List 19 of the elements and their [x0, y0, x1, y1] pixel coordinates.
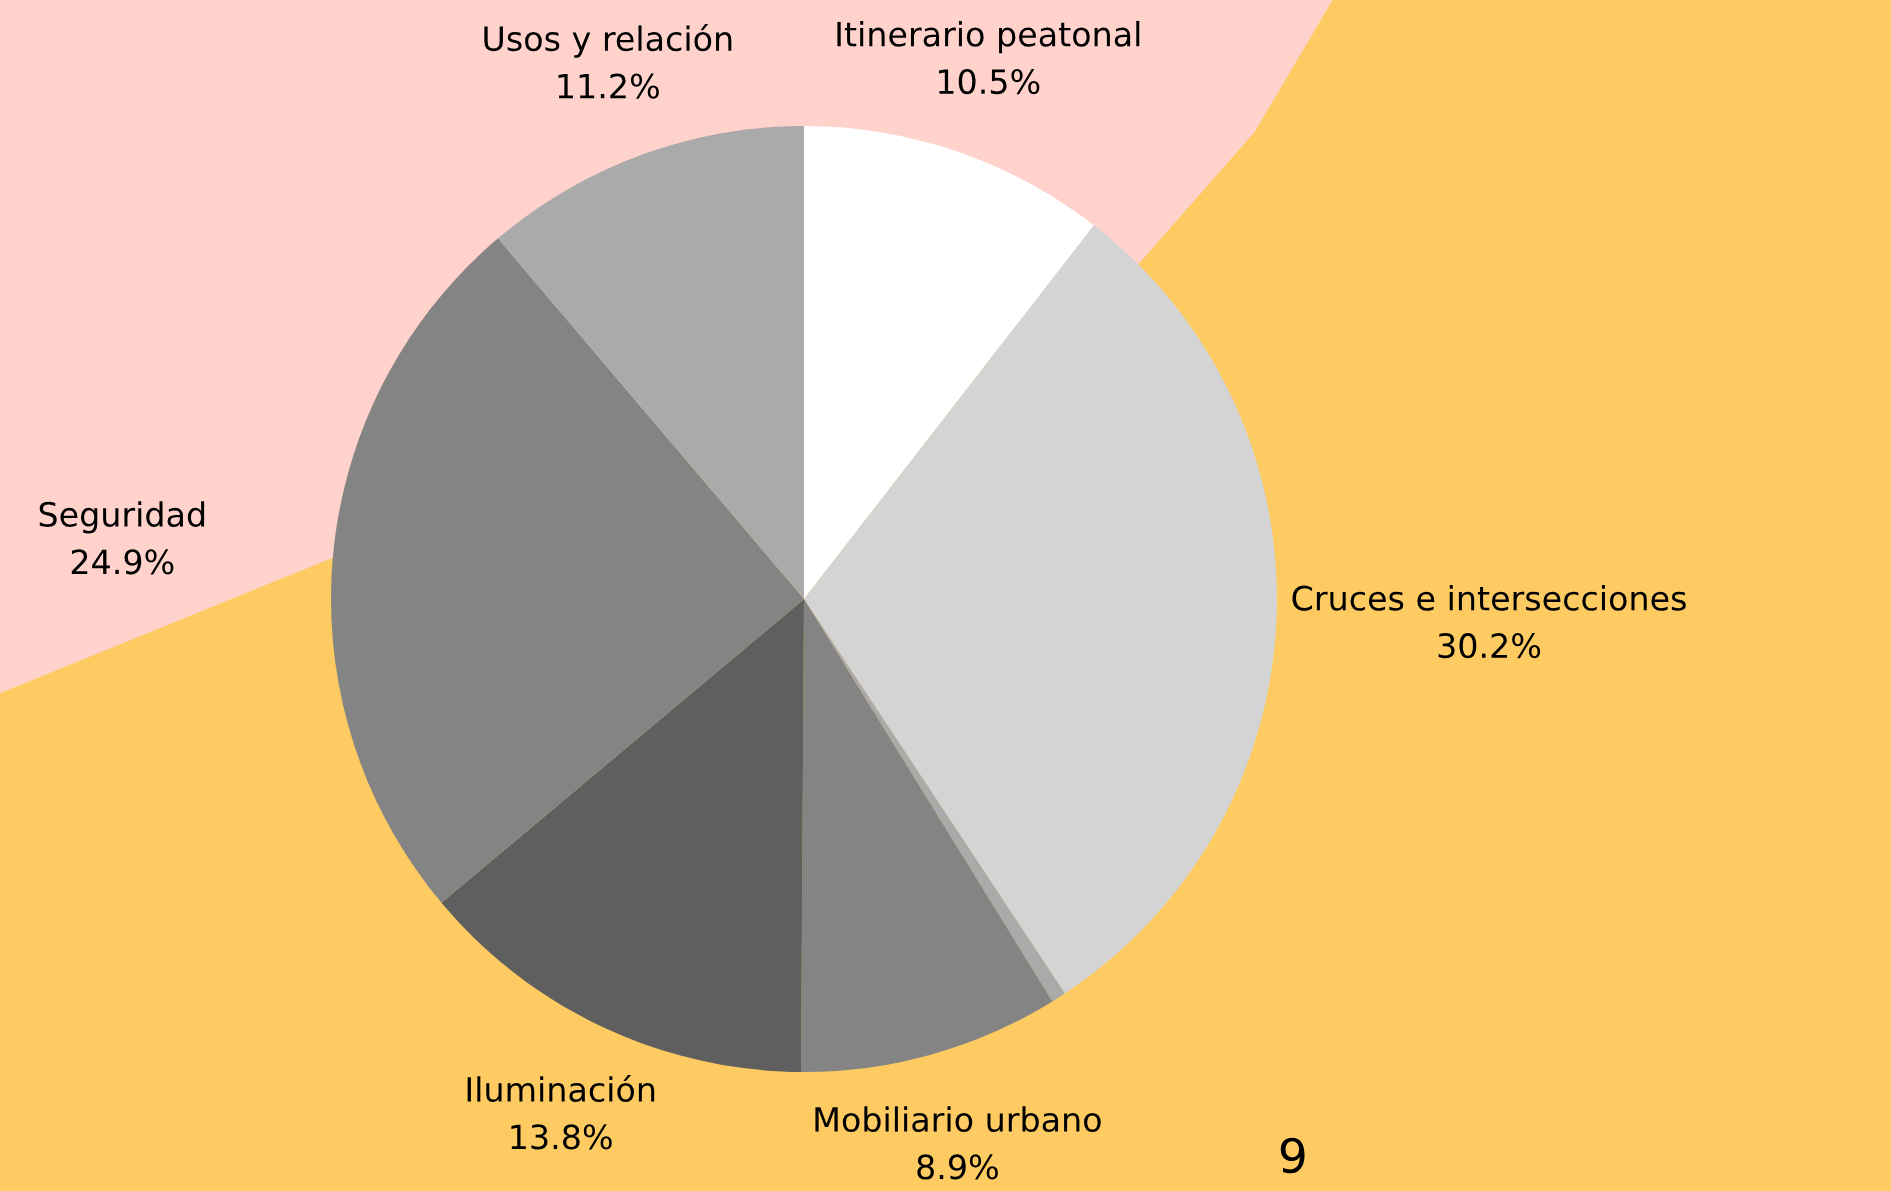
pie-slice	[804, 126, 1094, 599]
pie-slice	[801, 599, 1053, 1072]
slice-label: Mobiliario urbano	[815, 1106, 1101, 1133]
data-label: 13.8%	[511, 1124, 612, 1150]
data-label: 8.9%	[917, 1154, 998, 1180]
text: 9	[1280, 1137, 1305, 1174]
slice-label: Seguridad	[39, 501, 205, 534]
data-label: 30.2%	[1438, 633, 1541, 659]
slice-label: Cruces e intersecciones	[1292, 584, 1686, 611]
pie-slice	[441, 599, 804, 1072]
slice-label: Iluminación	[467, 1074, 655, 1103]
data-label: 11.2%	[558, 73, 659, 99]
slice-label: Itinerario peatonal	[837, 20, 1140, 54]
slice-label: Usos y relación	[484, 24, 732, 58]
pie-slice	[497, 126, 804, 599]
pie-slice	[804, 225, 1277, 994]
data-label: 10.5%	[938, 68, 1040, 95]
data-label: 24.9%	[71, 549, 174, 575]
pie-slice	[331, 238, 804, 903]
